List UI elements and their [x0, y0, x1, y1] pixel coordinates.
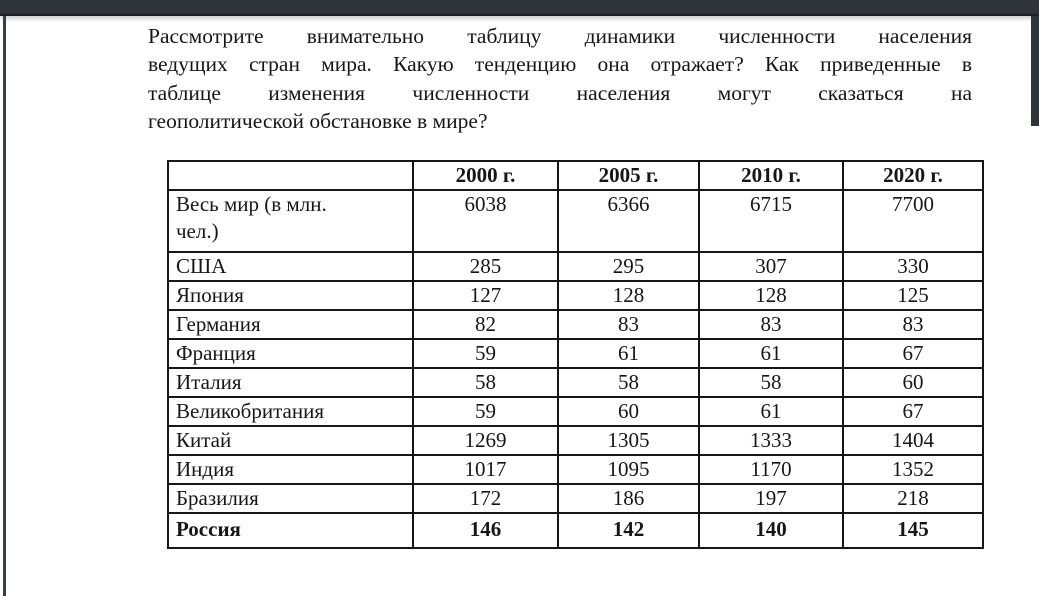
question-line: таблице изменения численности населения …: [148, 80, 972, 105]
question-line: геополитической обстановке в мире?: [148, 109, 488, 134]
scrollbar-thumb[interactable]: [1031, 16, 1039, 126]
population-value: 59: [412, 338, 559, 369]
population-value: 218: [842, 483, 984, 514]
table-row: Германия 82 83 83 83: [167, 309, 984, 340]
population-value: 146: [412, 512, 559, 549]
question-line: ведущих стран мира. Какую тенденцию она …: [148, 52, 972, 77]
population-value: 285: [412, 251, 559, 282]
population-value: 61: [698, 396, 844, 427]
table-header-row: 2000 г. 2005 г. 2010 г. 2020 г.: [167, 160, 984, 191]
population-value: 7700: [842, 189, 984, 253]
question-text: Рассмотрите внимательно таблицу динамики…: [148, 22, 972, 136]
population-value: 1017: [412, 454, 559, 485]
population-value: 128: [557, 280, 700, 311]
question-line: Рассмотрите внимательно таблицу динамики…: [148, 24, 972, 48]
population-value: 82: [412, 309, 559, 340]
population-value: 83: [698, 309, 844, 340]
population-value: 60: [842, 367, 984, 398]
population-value: 142: [557, 512, 700, 549]
population-value: 145: [842, 512, 984, 549]
table-row: Великобритания 59 60 61 67: [167, 396, 984, 427]
population-value: 127: [412, 280, 559, 311]
country-label: Индия: [167, 454, 414, 485]
country-label: Великобритания: [167, 396, 414, 427]
table-row: Япония 127 128 128 125: [167, 280, 984, 311]
population-value: 197: [698, 483, 844, 514]
population-value: 61: [557, 338, 700, 369]
population-value: 128: [698, 280, 844, 311]
population-value: 1269: [412, 425, 559, 456]
population-value: 140: [698, 512, 844, 549]
country-label: Германия: [167, 309, 414, 340]
population-value: 67: [842, 396, 984, 427]
table-header-cell-2010: 2010 г.: [698, 160, 844, 191]
country-label: Италия: [167, 367, 414, 398]
country-label: Франция: [167, 338, 414, 369]
population-value: 58: [557, 367, 700, 398]
table-row: Италия 58 58 58 60: [167, 367, 984, 398]
population-value: 186: [557, 483, 700, 514]
table-header-cell-2000: 2000 г.: [412, 160, 559, 191]
population-value: 60: [557, 396, 700, 427]
country-label: США: [167, 251, 414, 282]
population-table: 2000 г. 2005 г. 2010 г. 2020 г. Весь мир…: [167, 160, 984, 549]
population-value: 1333: [698, 425, 844, 456]
window-top-bar: [0, 0, 1039, 16]
population-value: 330: [842, 251, 984, 282]
population-value: 6366: [557, 189, 700, 253]
table-row: Россия 146 142 140 145: [167, 512, 984, 549]
country-label: Китай: [167, 425, 414, 456]
population-value: 1170: [698, 454, 844, 485]
population-value: 295: [557, 251, 700, 282]
country-label: Япония: [167, 280, 414, 311]
population-value: 58: [698, 367, 844, 398]
table-row: Весь мир (в млн. чел.) 6038 6366 6715 7700: [167, 189, 984, 253]
table-header-cell-blank: [167, 160, 414, 191]
population-value: 125: [842, 280, 984, 311]
population-value: 59: [412, 396, 559, 427]
population-value: 1305: [557, 425, 700, 456]
population-value: 172: [412, 483, 559, 514]
table-body: Весь мир (в млн. чел.) 6038 6366 6715 7700 СШ…: [167, 189, 984, 549]
country-label: Бразилия: [167, 483, 414, 514]
country-label: Весь мир (в млн. чел.): [167, 189, 414, 253]
population-value: 58: [412, 367, 559, 398]
table-row: Франция 59 61 61 67: [167, 338, 984, 369]
table-row: Индия 1017 1095 1170 1352: [167, 454, 984, 485]
country-label: Россия: [167, 512, 414, 549]
table-row: Китай 1269 1305 1333 1404: [167, 425, 984, 456]
population-value: 1095: [557, 454, 700, 485]
population-value: 6715: [698, 189, 844, 253]
population-value: 67: [842, 338, 984, 369]
table-header-cell-2005: 2005 г.: [557, 160, 700, 191]
window-left-edge: [3, 16, 6, 596]
population-value: 6038: [412, 189, 559, 253]
population-value: 1352: [842, 454, 984, 485]
population-value: 307: [698, 251, 844, 282]
population-value: 1404: [842, 425, 984, 456]
population-value: 83: [842, 309, 984, 340]
population-value: 83: [557, 309, 700, 340]
population-value: 61: [698, 338, 844, 369]
table-row: США 285 295 307 330: [167, 251, 984, 282]
table-row: Бразилия 172 186 197 218: [167, 483, 984, 514]
table-header-cell-2020: 2020 г.: [842, 160, 984, 191]
